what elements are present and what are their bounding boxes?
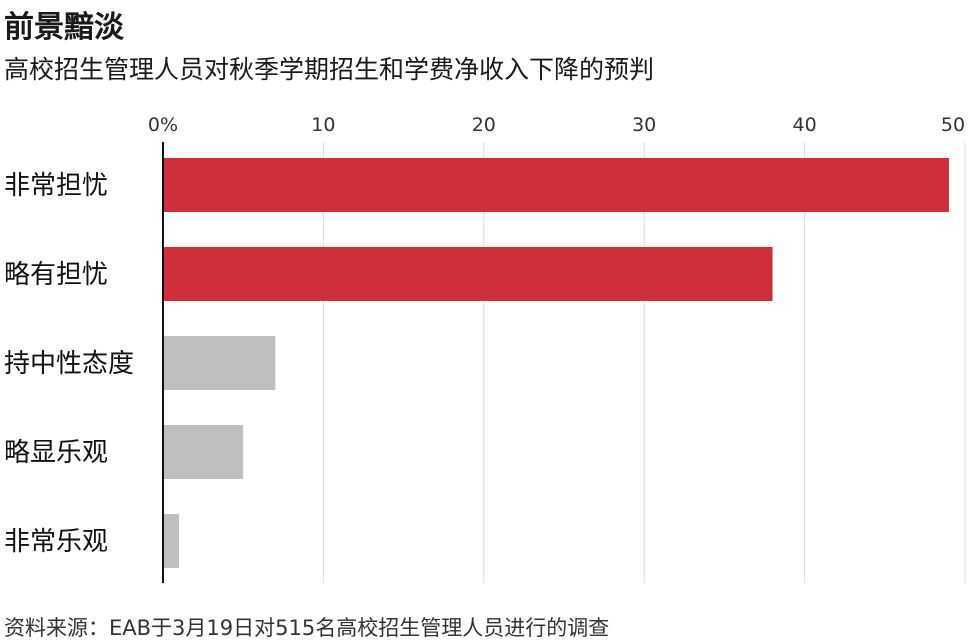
x-tick-label: 30 (632, 114, 656, 136)
chart-subtitle: 高校招生管理人员对秋季学期招生和学费净收入下降的预判 (4, 55, 655, 84)
category-label: 略显乐观 (4, 438, 108, 468)
category-label: 非常乐观 (4, 527, 108, 557)
x-tick-label: 50 (941, 114, 965, 136)
bar (163, 158, 949, 212)
source-note: 资料来源：EAB于3月19日对515名高校招生管理人员进行的调查 (4, 616, 610, 640)
category-label: 非常担忧 (4, 171, 108, 201)
x-tick-label: 10 (311, 114, 335, 136)
chart-title: 前景黯淡 (4, 10, 124, 45)
x-tick-label: 20 (472, 114, 496, 136)
x-tick-label: 40 (793, 114, 817, 136)
bar (163, 336, 276, 390)
bar (163, 514, 180, 568)
bar (163, 425, 244, 479)
category-label: 持中性态度 (4, 349, 134, 379)
category-label: 略有担忧 (4, 260, 108, 290)
bar (163, 247, 773, 301)
x-tick-label: 0% (148, 114, 178, 136)
